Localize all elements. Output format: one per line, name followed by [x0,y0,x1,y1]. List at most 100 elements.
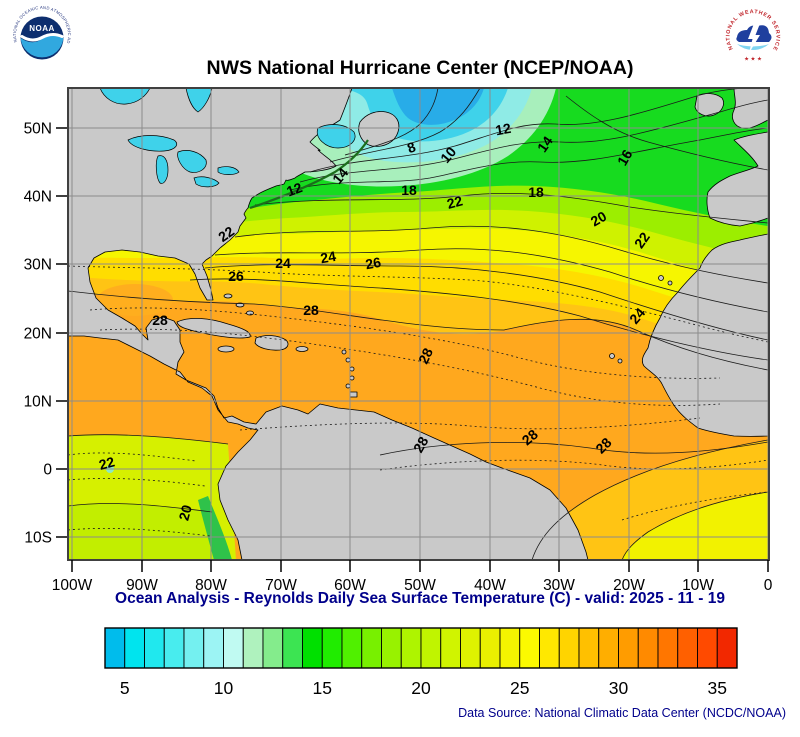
y-tick-label: 20N [24,326,52,343]
noaa-logo: NATIONAL OCEANIC AND ATMOSPHERIC ADMINIS… [8,2,74,70]
x-tick-label: 70W [265,577,297,594]
x-tick-label: 50W [404,577,436,594]
map-caption: Ocean Analysis - Reynolds Daily Sea Surf… [115,590,725,607]
x-tick-label: 80W [195,577,227,594]
newfoundland-island [358,111,400,147]
cape-verde-island [609,353,615,359]
page-title: NWS National Hurricane Center (NCEP/NOAA… [207,57,634,79]
lake-erie [193,176,220,188]
colorbar-cell [479,627,501,669]
nws-stars: ★ ★ ★ [744,57,762,63]
antilles-island [345,383,351,389]
colorbar-cell [321,627,343,669]
contour-value-label: 24 [275,255,291,271]
temperature-colorbar: 5 10 15 20 25 30 35 [104,627,738,698]
x-tick-label: 40W [474,577,506,594]
colorbar-cell [657,627,679,669]
contour-value-label: 26 [228,268,244,284]
antilles-island [349,366,355,372]
colorbar-cell [578,627,600,669]
colorbar-cell [460,627,481,669]
colorbar-cell [598,627,619,669]
y-tick-label: 0 [43,462,52,479]
colorbar-cell [223,627,244,669]
colorbar-cell [400,627,422,669]
colorbar-cell [282,627,303,669]
colorbar-cell [183,627,205,669]
colorbar-cell [124,627,145,669]
colorbar-tick-label: 25 [510,678,529,698]
x-tick-label: 60W [334,577,366,594]
colorbar-cell [341,627,363,669]
map-frame [67,87,770,561]
canary-island [667,280,673,286]
colorbar-cell [539,627,560,669]
europe-iberia [706,131,769,227]
isotherm-contours [68,88,769,560]
noaa-seagull-icon [20,33,64,42]
x-tick-label: 30W [543,577,575,594]
y-tick-label: 30N [24,257,52,274]
jamaica-island [217,345,235,353]
contour-value-label: 12 [494,120,512,138]
cape-verde-island [617,358,623,364]
colorbar-cell [361,627,382,669]
colorbar-border [104,627,738,669]
lake-michigan [155,155,169,184]
y-tick-label: 10S [24,530,52,547]
colorbar-cell [677,627,698,669]
puerto-rico-island [295,346,309,352]
colorbar-cell [499,627,521,669]
colorbar-cell [242,627,264,669]
colorbar-cell [637,627,659,669]
colorbar-cell [519,627,540,669]
x-tick-label: 90W [126,577,158,594]
nws-lightning-icon [748,21,761,53]
bahamas-island [246,310,254,316]
contour-value-label: 28 [303,302,319,318]
antilles-island [349,375,355,381]
contour-value-label: 22 [445,192,464,212]
contour-value-label: 18 [401,182,417,198]
gulf-of-st-lawrence [316,124,356,149]
antilles-island [345,357,351,363]
trinidad-island [349,391,358,398]
y-axis: 50N 40N 30N 20N 10N 0 10S [24,121,67,547]
data-source-note: Data Source: National Climatic Data Cent… [458,706,786,720]
contour-value-label: 28 [415,345,436,366]
contour-value-label: 18 [528,184,544,200]
colorbar-tick-label: 15 [313,678,332,698]
map-canvas [68,88,769,560]
americas-landmass [68,88,589,560]
y-tick-label: 50N [24,121,52,138]
x-axis: 100W 90W 80W 70W 60W 50W 40W 30W 20W 10W 0 [52,560,773,594]
contour-value-label: 26 [364,254,382,272]
hudson-bay [99,88,151,105]
colorbar-cell [203,627,224,669]
colorbar-tick-label: 35 [708,678,727,698]
x-tick-label: 20W [613,577,645,594]
noaa-globe-light [20,35,64,58]
noaa-wordmark: NOAA [29,24,55,33]
x-tick-label: 100W [52,577,93,594]
bahamas-island [223,293,233,299]
contour-value-label: 28 [410,434,432,456]
contour-value-label: 16 [614,147,636,169]
colorbar-cell [144,627,165,669]
colorbar-cell [163,627,185,669]
contour-value-label: 20 [175,503,195,522]
antilles-island [341,349,347,355]
colorbar-cell [440,627,461,669]
x-tick-label: 10W [682,577,714,594]
colorbar-cell [697,627,718,669]
contour-value-label: 28 [152,312,168,328]
canary-island [658,275,664,281]
colorbar-tick-label: 20 [411,678,431,698]
contour-value-label: 12 [284,179,304,199]
colorbar-cell [716,627,738,669]
contour-value-label: 20 [588,208,610,230]
nws-logo: NATIONAL WEATHER SERVICE ★ ★ ★ [724,8,782,66]
